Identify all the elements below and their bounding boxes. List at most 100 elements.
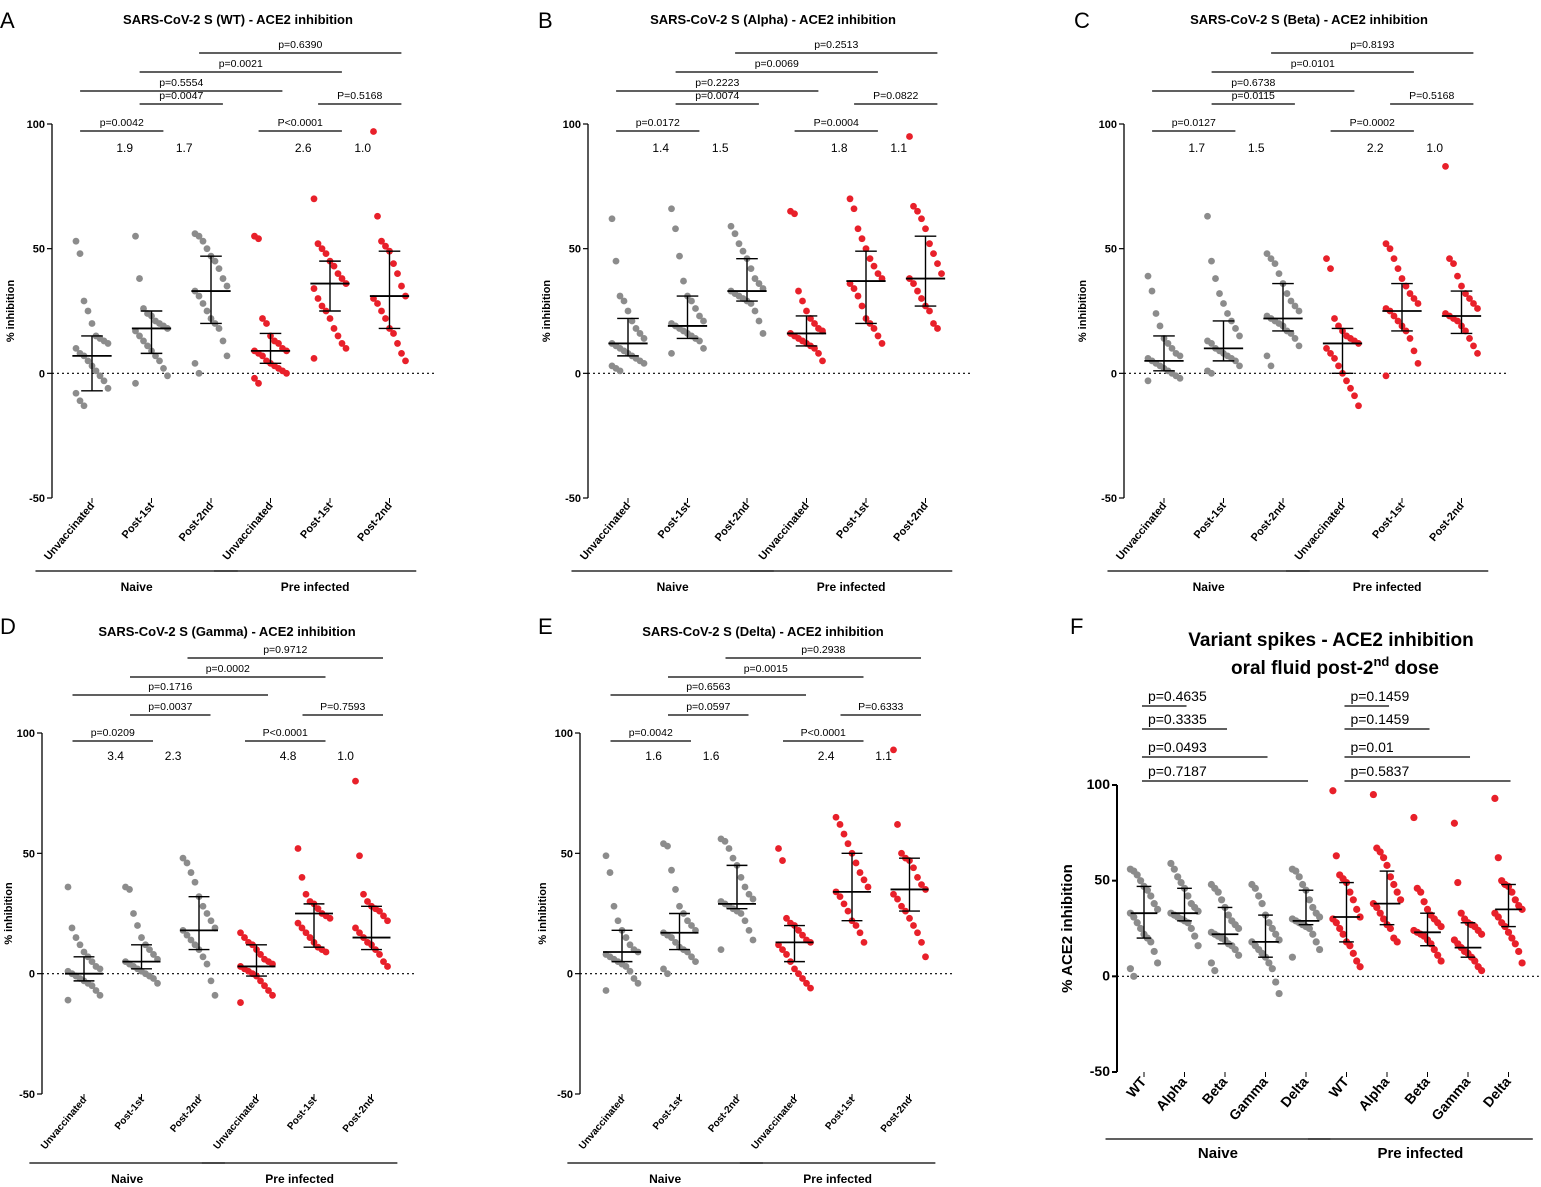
data-point: [80, 948, 88, 956]
p-value-label: p=0.2938: [801, 644, 845, 656]
y-tick-label: 100: [27, 119, 45, 131]
data-point: [1402, 282, 1410, 290]
p-value-label: P=0.0822: [873, 90, 918, 102]
data-point: [1130, 972, 1138, 980]
p-value-label: p=0.0493: [1148, 739, 1207, 755]
series-group: [294, 845, 334, 956]
data-point: [1339, 930, 1347, 938]
data-point: [199, 953, 207, 961]
data-point: [195, 369, 203, 377]
data-point: [1414, 300, 1422, 307]
data-point: [918, 881, 925, 889]
data-point: [1231, 945, 1239, 954]
data-point: [144, 342, 151, 350]
data-point: [1137, 924, 1145, 933]
data-point: [394, 340, 401, 347]
y-axis-label: % ACE2 inhibition: [1059, 864, 1076, 993]
data-point: [898, 849, 905, 857]
data-point: [779, 946, 786, 953]
data-point: [211, 991, 219, 999]
data-point: [799, 931, 806, 939]
p-value-label: p=0.0127: [1172, 117, 1216, 129]
data-point: [672, 886, 679, 893]
data-point: [1386, 873, 1394, 881]
data-point: [1420, 898, 1428, 906]
y-tick-label: 0: [575, 368, 581, 380]
data-point: [844, 840, 852, 848]
x-category-label: Post-1st: [298, 500, 335, 541]
series-group: [846, 195, 886, 347]
x-category-label: Unvaccinated: [212, 1095, 262, 1152]
data-point: [1446, 255, 1453, 263]
data-point: [68, 924, 76, 932]
data-point: [378, 307, 385, 315]
series-group: [1263, 250, 1303, 370]
data-point: [326, 315, 334, 322]
data-point: [1336, 924, 1344, 933]
data-point: [380, 912, 387, 920]
data-point: [1323, 345, 1330, 352]
p-value-label: p=0.0037: [148, 701, 192, 713]
data-point: [727, 222, 735, 230]
data-point: [1143, 886, 1151, 894]
y-axis-label: % inhibition: [1077, 280, 1089, 343]
data-point: [223, 282, 231, 290]
data-point: [668, 205, 675, 213]
data-point: [203, 245, 211, 253]
chart-title: SARS-CoV-2 S (Alpha) - ACE2 inhibition: [650, 12, 896, 27]
data-point: [1275, 270, 1283, 277]
data-point: [717, 946, 725, 953]
data-point: [72, 389, 80, 397]
p-value-label: P=0.0004: [814, 117, 859, 129]
x-category-label: Gamma: [1428, 1073, 1473, 1123]
p-value-label: p=0.0047: [159, 90, 203, 102]
series-group: [310, 195, 350, 362]
data-point: [376, 907, 383, 915]
data-point: [1423, 905, 1432, 913]
data-point: [384, 963, 391, 970]
p-value-label: P<0.0001: [801, 727, 846, 739]
data-point: [602, 852, 610, 860]
data-point: [890, 890, 897, 898]
data-point: [126, 886, 133, 893]
subtitle-superscript: nd: [1373, 654, 1389, 669]
series-group: [608, 215, 648, 375]
data-point: [64, 996, 72, 1004]
data-point: [672, 225, 679, 233]
data-point: [1208, 257, 1215, 265]
data-point: [737, 910, 745, 917]
data-point: [1268, 965, 1276, 973]
data-point: [692, 305, 699, 312]
x-category-label: Delta: [1277, 1073, 1311, 1110]
data-point: [1410, 813, 1418, 822]
series-group: [1410, 813, 1445, 965]
data-point: [1478, 966, 1486, 975]
y-tick-label: -50: [1101, 493, 1117, 505]
data-point: [1356, 913, 1364, 921]
fold-change-label: 1.0: [337, 749, 354, 763]
x-category-label: Post-1st: [834, 500, 871, 541]
data-point: [195, 292, 203, 300]
p-value-label: p=0.0021: [219, 58, 263, 70]
data-point: [1346, 888, 1354, 896]
p-value-label: p=0.0074: [695, 90, 739, 102]
data-point: [1450, 260, 1457, 268]
data-point: [1454, 272, 1461, 280]
data-point: [700, 317, 707, 325]
data-point: [1147, 938, 1155, 946]
data-point: [934, 325, 941, 332]
p-value-label: p=0.0042: [100, 117, 144, 129]
data-point: [215, 325, 223, 332]
x-category-label: Post-1st: [120, 500, 157, 541]
group-label: Pre infected: [281, 580, 350, 594]
x-category-label: Post-2nd: [355, 500, 394, 544]
fold-change-label: 1.0: [354, 141, 371, 155]
group-label: Pre infected: [803, 1172, 872, 1186]
fold-change-label: 1.7: [1188, 141, 1205, 155]
data-point: [96, 991, 104, 999]
data-point: [1349, 896, 1357, 904]
data-point: [1305, 924, 1313, 933]
x-category-label: Post-1st: [1370, 500, 1407, 541]
data-point: [1148, 287, 1156, 295]
data-point: [334, 332, 342, 340]
